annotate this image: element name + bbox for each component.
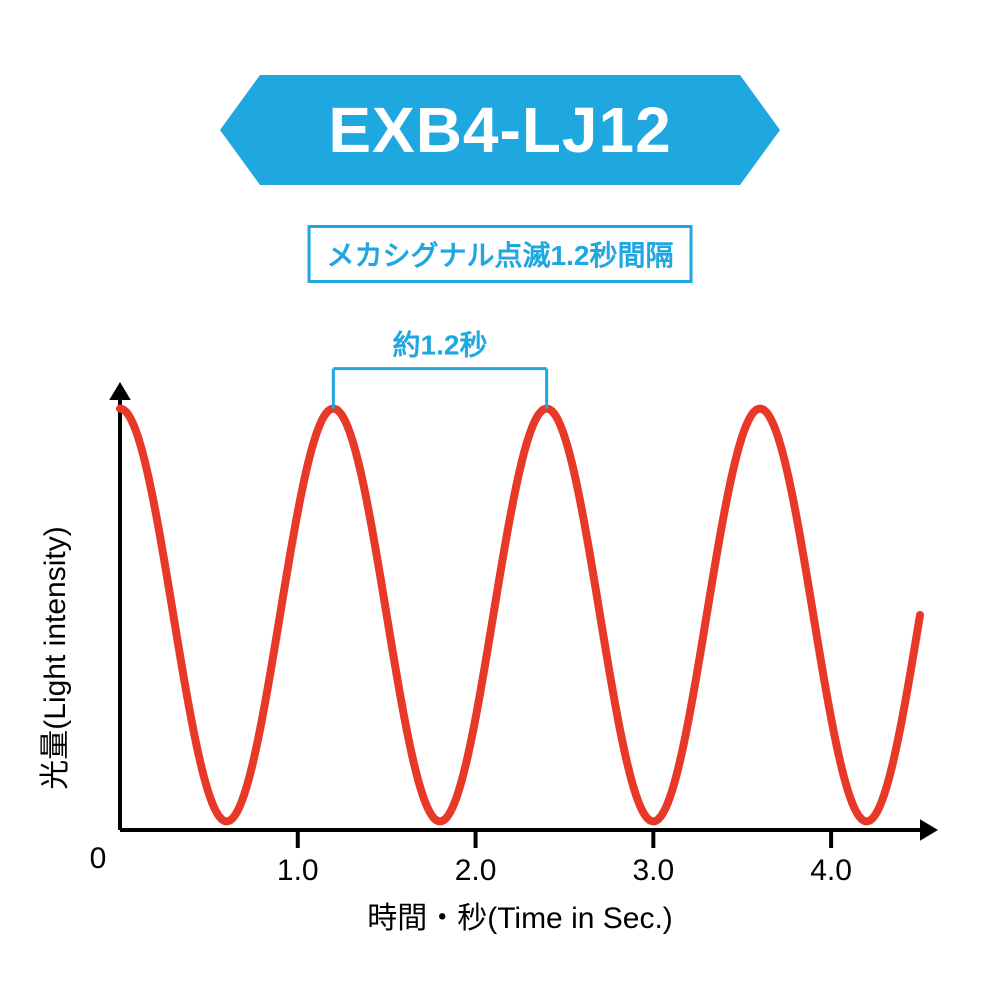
x-tick-label: 2.0 [455, 854, 497, 887]
x-tick-label: 4.0 [810, 854, 852, 887]
x-tick-label: 1.0 [277, 854, 319, 887]
wave-line [120, 409, 920, 822]
chart: 0 1.0 2.0 3.0 4.0 時間・秒(Time in Sec.) 光量(Light … [0, 0, 1000, 1000]
y-axis-arrow [109, 382, 131, 400]
x-axis-label: 時間・秒(Time in Sec.) [367, 902, 673, 935]
origin-label: 0 [90, 842, 107, 875]
period-label: 約1.2秒 [393, 329, 488, 361]
y-axis-label: 光量(Light intensity) [39, 526, 72, 789]
x-tick-label: 3.0 [632, 854, 674, 887]
x-axis-arrow [920, 819, 938, 841]
